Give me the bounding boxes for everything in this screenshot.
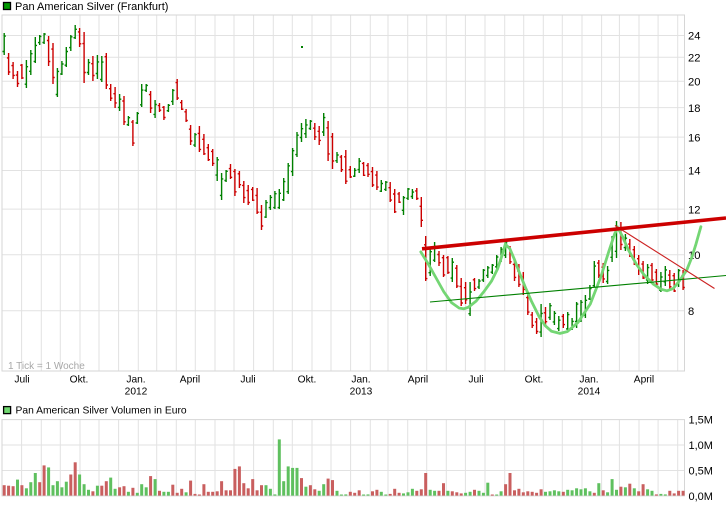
svg-text:April: April [180, 375, 200, 386]
svg-text:2013: 2013 [350, 387, 373, 398]
svg-text:12: 12 [688, 204, 700, 216]
svg-text:Pan American Silver Volumen in: Pan American Silver Volumen in Euro [16, 406, 187, 417]
svg-text:1,5M: 1,5M [689, 415, 713, 427]
svg-text:Jan.: Jan. [579, 375, 598, 386]
svg-text:24: 24 [688, 31, 700, 43]
svg-text:2014: 2014 [578, 387, 601, 398]
svg-text:Juli: Juli [14, 375, 29, 386]
svg-text:April: April [408, 375, 428, 386]
svg-text:1 Tick = 1 Woche: 1 Tick = 1 Woche [8, 361, 85, 372]
svg-text:Okt.: Okt. [525, 375, 544, 386]
svg-text:18: 18 [688, 103, 700, 115]
svg-text:16: 16 [688, 132, 700, 144]
svg-text:Jan.: Jan. [126, 375, 145, 386]
svg-text:0,0M: 0,0M [689, 491, 713, 503]
svg-text:20: 20 [688, 76, 700, 88]
svg-text:Okt.: Okt. [298, 375, 317, 386]
svg-text:0,5M: 0,5M [689, 466, 713, 478]
svg-text:Pan American Silver (Frankfurt: Pan American Silver (Frankfurt) [15, 1, 168, 13]
svg-text:Jan.: Jan. [351, 375, 370, 386]
svg-text:14: 14 [688, 166, 700, 178]
svg-text:8: 8 [688, 306, 694, 318]
svg-text:Juli: Juli [468, 375, 483, 386]
svg-text:22: 22 [688, 53, 700, 65]
svg-text:2012: 2012 [125, 387, 148, 398]
svg-text:1,0M: 1,0M [689, 440, 713, 452]
svg-text:April: April [634, 375, 654, 386]
svg-text:Juli: Juli [240, 375, 255, 386]
svg-text:Okt.: Okt. [70, 375, 89, 386]
